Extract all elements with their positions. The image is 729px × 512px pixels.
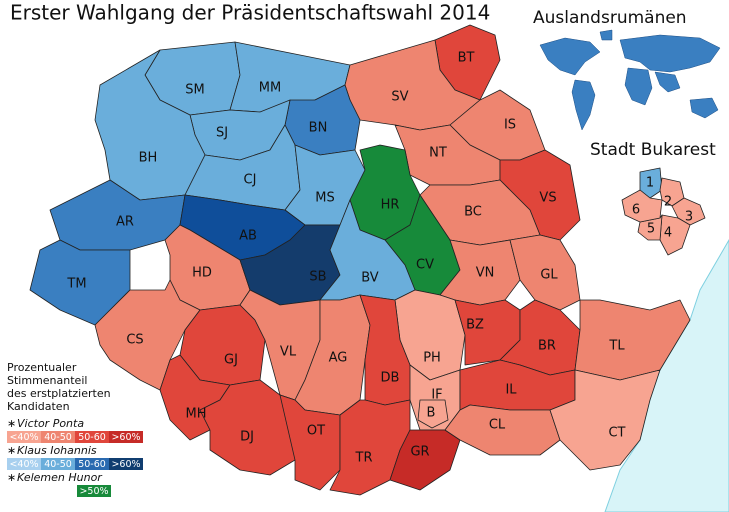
county-label: IL (505, 383, 517, 398)
county-label: GL (540, 268, 558, 283)
legend-title: Kandidaten (7, 400, 70, 413)
legend-bin-label: <40% (9, 432, 38, 443)
county-label: GR (410, 445, 429, 460)
legend-swatch (7, 458, 41, 470)
legend-bin-label: 50-60 (78, 459, 106, 470)
candidate-name: Victor Ponta (17, 417, 84, 430)
county-label: MS (315, 191, 334, 206)
county-label: CT (608, 426, 625, 441)
sector-label: 3 (685, 210, 693, 225)
county-label: CL (489, 418, 506, 433)
county-label: IF (431, 388, 442, 403)
legend-swatch (41, 431, 75, 443)
county-label: TM (66, 277, 86, 292)
county-label: TR (355, 451, 373, 466)
legend-star: ∗ (7, 444, 16, 457)
county-label: B (427, 406, 436, 421)
county-label: VS (539, 191, 556, 206)
sector-label: 1 (646, 176, 654, 191)
legend-title: Stimmenanteil (7, 374, 87, 387)
county-label: VL (280, 345, 297, 360)
county-label: SV (391, 90, 408, 105)
county-label: VN (476, 266, 495, 281)
legend-star: ∗ (7, 471, 16, 484)
county-label: CJ (244, 173, 257, 188)
legend-star: ∗ (7, 417, 16, 430)
county-label: NT (429, 146, 447, 161)
county-label: MH (186, 407, 207, 422)
legend-swatch (77, 485, 111, 497)
continent (654, 71, 681, 93)
continent (571, 79, 596, 131)
legend-swatch (41, 458, 75, 470)
sector-label: 2 (664, 195, 672, 210)
legend-bin-label: >60% (111, 432, 140, 443)
county-label: CV (416, 258, 434, 273)
candidate-name: Klaus Iohannis (17, 444, 97, 457)
county-label: OT (307, 424, 325, 439)
county-label: BV (361, 271, 379, 286)
county-label: CS (126, 333, 143, 348)
county-label: AR (116, 215, 134, 230)
county-label: GJ (224, 353, 238, 368)
continent (689, 97, 719, 119)
county-label: BZ (466, 318, 484, 333)
county-label: BR (538, 339, 556, 354)
sector (621, 189, 663, 223)
county-label: MM (259, 81, 281, 96)
county (549, 369, 661, 471)
legend-bin-label: 40-50 (44, 432, 72, 443)
continent (539, 37, 601, 76)
county-label: PH (423, 351, 441, 366)
world-inset (539, 29, 721, 131)
legend-bin-label: 40-50 (44, 459, 72, 470)
sector-label: 4 (664, 226, 672, 241)
county-label: SJ (216, 126, 228, 141)
county-label: AG (329, 351, 348, 366)
map-title: Erster Wahlgang der Präsidentschaftswahl… (10, 1, 490, 25)
county-label: SB (309, 270, 326, 285)
sector-label: 5 (647, 222, 655, 237)
county-label: HR (381, 198, 400, 213)
continent (599, 29, 613, 41)
county-label: DB (381, 371, 400, 386)
continent (619, 34, 721, 73)
legend-title: des erstplatzierten (7, 387, 111, 400)
legend-swatch (109, 431, 143, 443)
county-label: BH (139, 151, 158, 166)
legend-swatch (75, 458, 109, 470)
legend-title: Prozentualer (7, 361, 77, 374)
legend-swatch (75, 431, 109, 443)
county (417, 399, 449, 429)
world-inset-label: Auslandsrumänen (533, 8, 687, 28)
county-label: DJ (240, 430, 254, 445)
legend-bin-label: 50-60 (78, 432, 106, 443)
legend-bin-label: <40% (9, 459, 38, 470)
county-label: HD (192, 266, 212, 281)
legend-swatch (109, 458, 143, 470)
candidate-name: Kelemen Hunor (17, 471, 103, 484)
county-label: SM (185, 83, 204, 98)
bucharest-inset-label: Stadt Bukarest (590, 140, 716, 160)
sector-label: 6 (632, 203, 640, 218)
county-label: BN (309, 121, 328, 136)
county-label: AB (239, 229, 257, 244)
county (574, 299, 691, 381)
legend-bin-label: >50% (79, 486, 108, 497)
sector (639, 167, 663, 199)
county-label: BC (464, 205, 482, 220)
county-label: IS (504, 118, 516, 133)
county-label: BT (458, 51, 475, 66)
continent (624, 67, 653, 106)
legend-swatch (7, 431, 41, 443)
county-label: TL (608, 339, 625, 354)
legend-bin-label: >60% (111, 459, 140, 470)
